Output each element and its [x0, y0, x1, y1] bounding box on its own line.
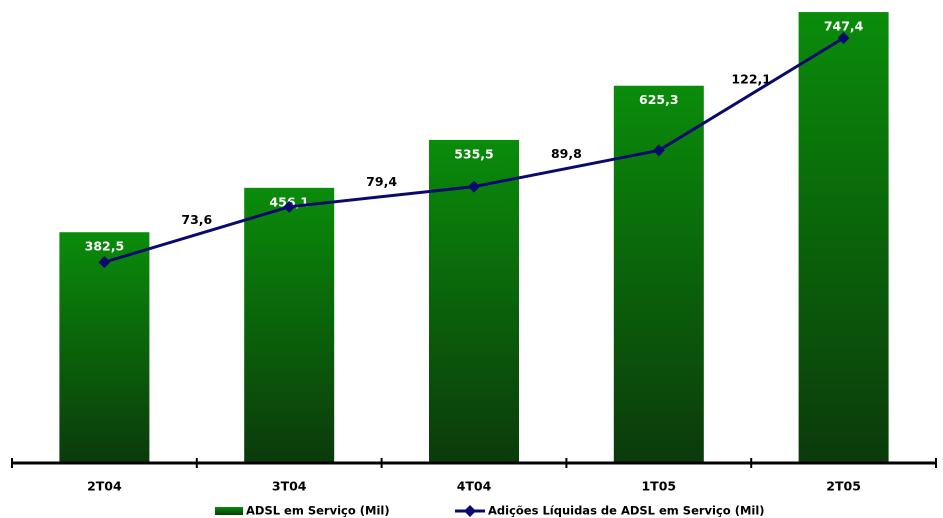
line-value-label: 122,1 — [731, 72, 771, 87]
line-value-label: 79,4 — [366, 174, 397, 189]
x-tick-label: 1T05 — [641, 479, 676, 494]
bar-value-label: 382,5 — [85, 239, 125, 254]
bar — [429, 139, 519, 464]
bar — [244, 187, 335, 463]
bar-value-label: 535,5 — [454, 146, 494, 161]
bar-value-label: 747,4 — [824, 19, 864, 34]
legend-label: ADSL em Serviço (Mil) — [246, 504, 390, 518]
legend-swatch — [215, 507, 243, 515]
line-marker — [283, 200, 296, 213]
x-tick-label: 2T04 — [87, 479, 122, 494]
line-marker — [652, 144, 665, 157]
line-value-label: 89,8 — [551, 146, 582, 161]
x-tick-label: 3T04 — [272, 479, 307, 494]
bar-value-label: 625,3 — [639, 92, 679, 107]
x-tick-label: 2T05 — [826, 479, 861, 494]
bar — [59, 232, 150, 463]
legend-marker — [464, 505, 476, 517]
line-marker — [837, 31, 850, 44]
line-marker — [98, 256, 111, 269]
x-tick-label: 4T04 — [457, 479, 492, 494]
line-value-label: 73,6 — [181, 212, 212, 227]
bar — [798, 12, 889, 464]
line-marker — [468, 180, 480, 193]
legend-label: Adições Líquidas de ADSL em Serviço (Mil… — [488, 504, 765, 518]
bar — [613, 85, 704, 464]
